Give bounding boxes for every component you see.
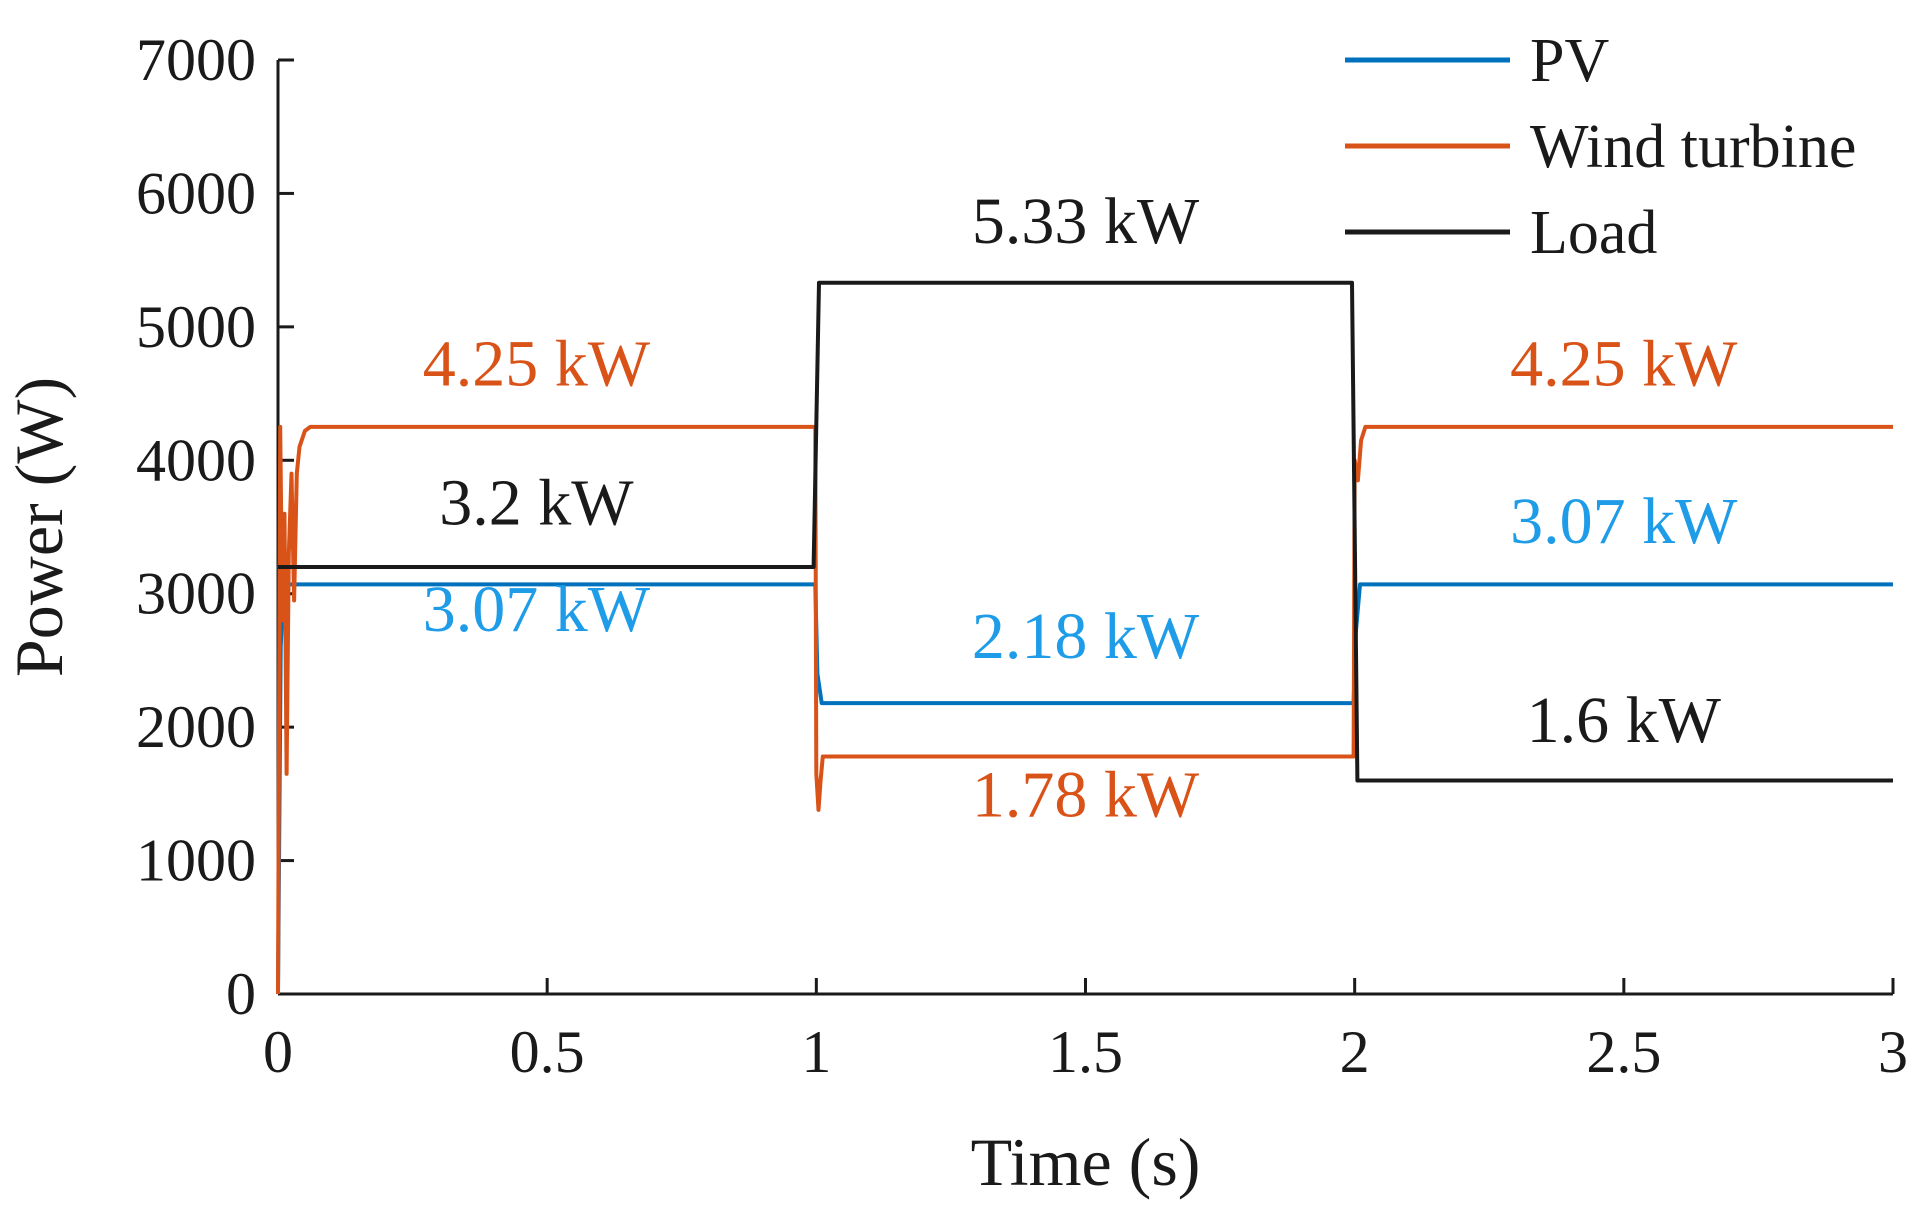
x-tick-label: 2 — [1340, 1019, 1370, 1085]
data-label: 3.07 kW — [423, 573, 651, 646]
series-lines — [276, 280, 1893, 995]
legend-label: PV — [1530, 27, 1609, 95]
y-axis-title: Power (W) — [1, 377, 77, 677]
x-tick-label: 1.5 — [1048, 1019, 1123, 1085]
y-tick-label: 2000 — [136, 694, 256, 760]
data-label: 4.25 kW — [1510, 328, 1738, 401]
data-label: 1.6 kW — [1527, 684, 1722, 757]
data-label: 1.78 kW — [972, 759, 1200, 832]
legend-label: Load — [1530, 199, 1657, 267]
data-label: 2.18 kW — [972, 600, 1200, 673]
series-line-3 — [276, 280, 1893, 783]
y-tick-label: 6000 — [136, 160, 256, 226]
data-label: 3.07 kW — [1510, 485, 1738, 558]
x-axis-title: Time (s) — [971, 1124, 1201, 1200]
y-tick-label: 4000 — [136, 427, 256, 493]
y-tick-label: 0 — [226, 961, 256, 1027]
y-tick-label: 7000 — [136, 27, 256, 93]
data-label: 5.33 kW — [972, 185, 1200, 258]
axes: 0 1000 2000 3000 4000 5000 6000 7000 0 0.5 1 1.5 2 2.… — [1, 27, 1908, 1200]
legend: PV Wind turbine Load — [1345, 27, 1856, 267]
y-tick-label: 3000 — [136, 561, 256, 627]
data-label: 3.2 kW — [439, 466, 634, 539]
x-tick-label: 1 — [801, 1019, 831, 1085]
y-tick-label: 5000 — [136, 294, 256, 360]
x-tick-label: 2.5 — [1586, 1019, 1661, 1085]
x-tick-label: 0.5 — [510, 1019, 585, 1085]
annotations: 4.25 kW 3.2 kW 3.07 kW 5.33 kW 2.18 kW 1.78 k… — [423, 185, 1738, 832]
x-tick-label: 0 — [263, 1019, 293, 1085]
y-tick-label: 1000 — [136, 828, 256, 894]
legend-label: Wind turbine — [1530, 113, 1856, 181]
data-label: 4.25 kW — [423, 328, 651, 401]
x-tick-label: 3 — [1878, 1019, 1908, 1085]
